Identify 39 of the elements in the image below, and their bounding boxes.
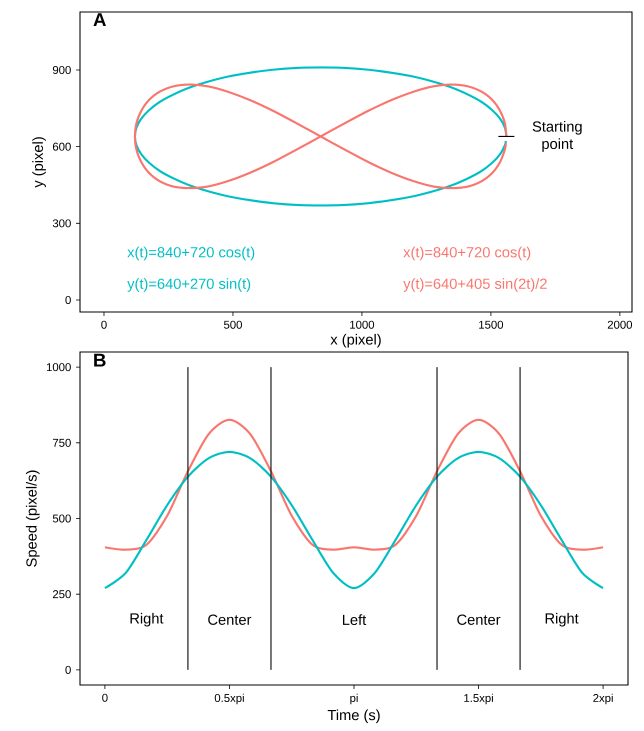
line-series [104,418,604,551]
x-tick-label: 0 [101,320,107,329]
y-tick-label: 750 [52,438,71,447]
line-series [134,66,508,207]
y-tick-label: 300 [52,219,71,228]
x-tick-label: 2000 [608,320,632,329]
line-series [134,84,508,190]
annotation: x(t)=840+720 cos(t) [127,246,254,260]
y-axis-title: y (pixel) [32,137,46,188]
annotation: Left [342,614,366,626]
x-tick-label: 0.5xpi [214,694,244,704]
line-series [104,450,604,590]
annotation: Right [546,612,579,626]
y-axis-title: Speed (pixel/s) [26,470,40,567]
x-tick-label: 0 [102,694,108,702]
annotation: x(t)=840+720 cos(t) [403,246,530,260]
chart-title: A [93,13,106,26]
x-axis-title: x (pixel) [330,334,381,348]
annotation: Center [457,614,500,625]
annotation: Starting point [532,120,582,152]
annotation: y(t)=640+405 sin(2t)/2 [403,278,547,292]
annotation: Center [208,614,252,625]
x-tick-label: 2xpi [593,694,613,704]
chart-title: B [94,354,106,367]
y-tick-label: 900 [52,66,71,74]
x-tick-label: 1500 [479,320,504,329]
x-tick-label: pi [350,694,358,704]
y-tick-label: 250 [52,590,71,598]
y-tick-label: 600 [52,142,71,151]
x-axis-title: Time (s) [328,709,380,724]
y-tick-label: 1000 [46,363,71,372]
annotation: Right [130,612,164,626]
y-tick-label: 0 [65,666,71,674]
y-tick-label: 0 [65,296,71,304]
x-tick-label: 500 [224,320,242,329]
annotation: y(t)=640+270 sin(t) [127,278,250,292]
y-tick-label: 500 [52,514,71,523]
x-tick-label: 1000 [350,320,374,329]
x-tick-label: 1.5xpi [464,694,493,704]
